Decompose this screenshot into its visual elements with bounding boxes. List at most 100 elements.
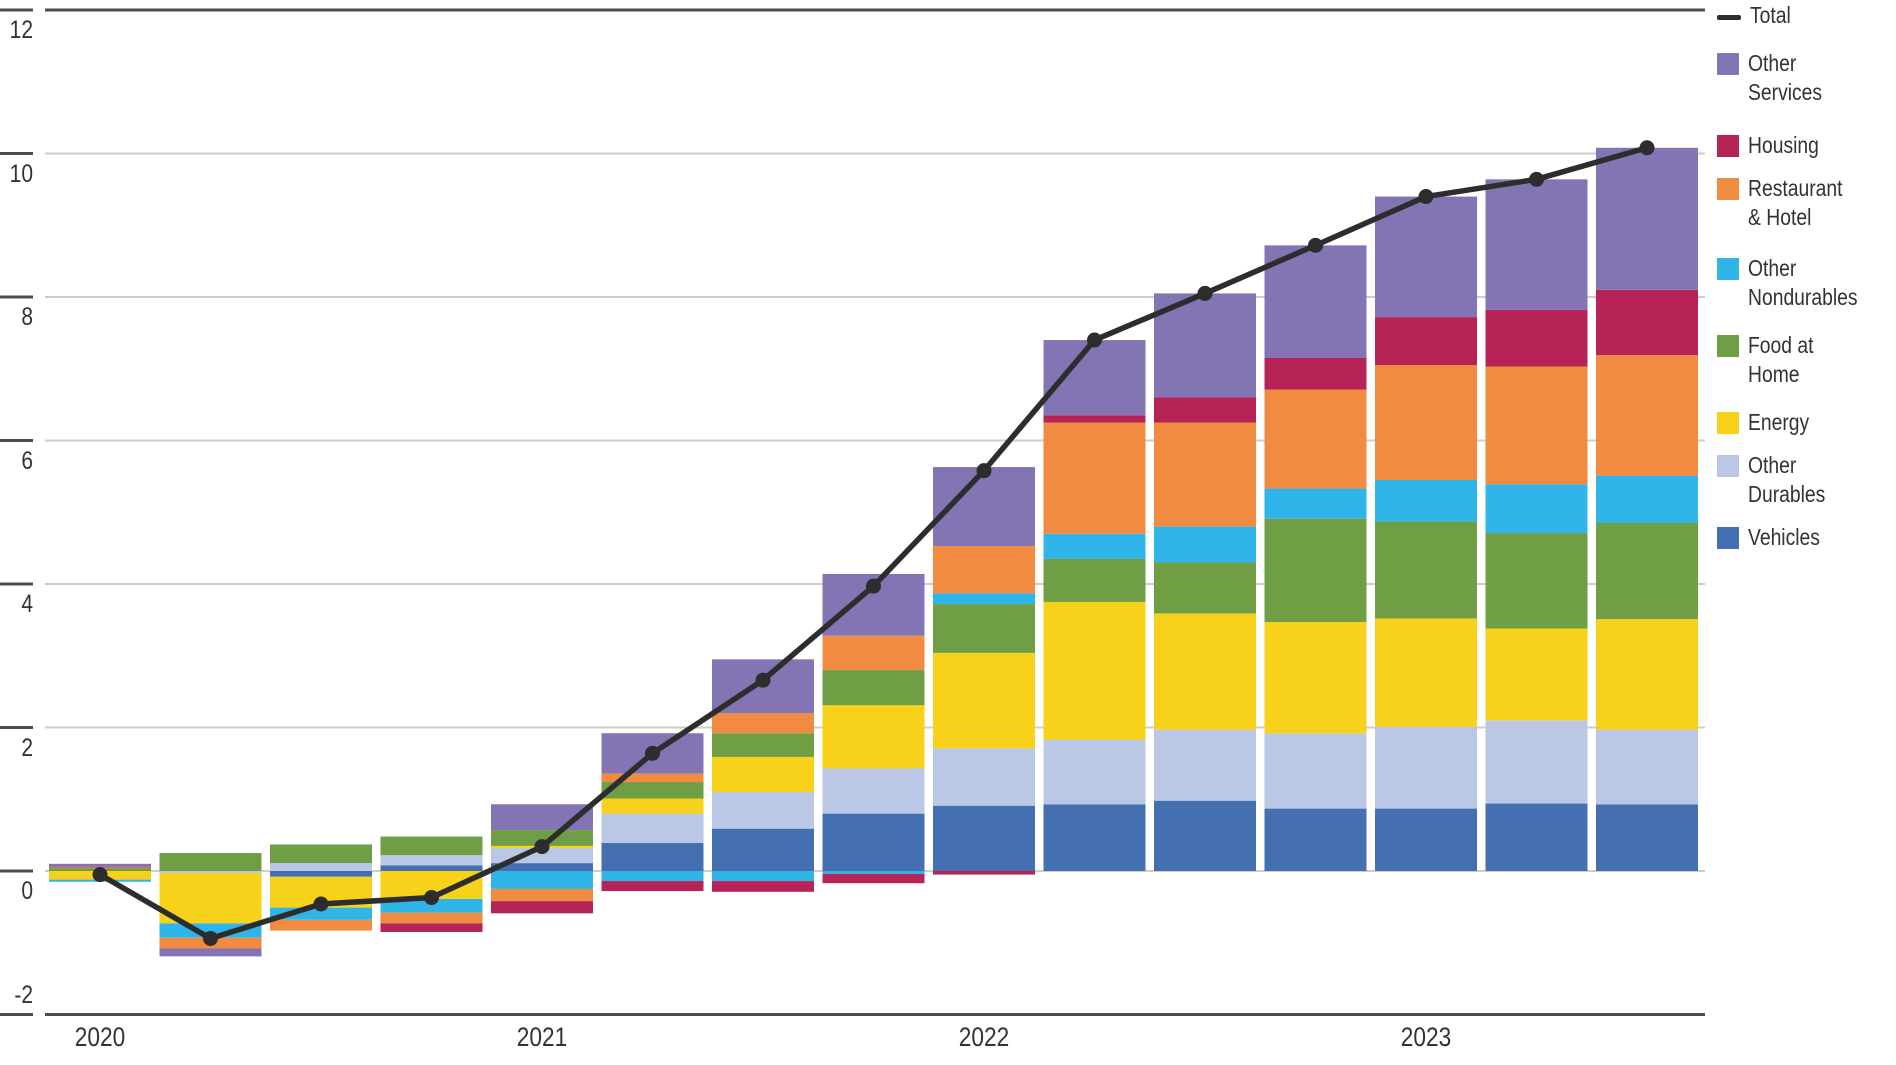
- bar-segment-food-at-home[interactable]: [712, 733, 814, 757]
- bar-segment-other-nondurables[interactable]: [1596, 475, 1698, 524]
- bar-segment-restaurant-hotel[interactable]: [822, 635, 925, 671]
- bar-segment-other-durables[interactable]: [1485, 720, 1588, 804]
- bar-segment-other-durables[interactable]: [159, 871, 262, 874]
- total-line-point[interactable]: [1197, 285, 1213, 301]
- bar-segment-vehicles[interactable]: [270, 871, 372, 877]
- legend-item-vehicles[interactable]: Vehicles: [1717, 524, 1834, 552]
- bar-segment-restaurant-hotel[interactable]: [933, 545, 1035, 594]
- bar-segment-vehicles[interactable]: [712, 828, 814, 871]
- total-line-point[interactable]: [92, 867, 108, 883]
- bar-segment-energy[interactable]: [822, 705, 925, 769]
- bar-segment-other-nondurables[interactable]: [1154, 526, 1256, 563]
- bar-segment-housing[interactable]: [1264, 357, 1367, 390]
- bar-segment-restaurant-hotel[interactable]: [270, 919, 372, 931]
- bar-segment-other-services[interactable]: [1154, 293, 1256, 398]
- bar-segment-restaurant-hotel[interactable]: [380, 912, 483, 924]
- bar-segment-other-nondurables[interactable]: [1264, 488, 1367, 519]
- bar-segment-energy[interactable]: [1154, 613, 1256, 730]
- total-line-point[interactable]: [755, 672, 771, 688]
- total-line-point[interactable]: [313, 896, 329, 912]
- bar-segment-other-nondurables[interactable]: [380, 898, 483, 913]
- bar-segment-restaurant-hotel[interactable]: [1596, 355, 1698, 476]
- bar-segment-vehicles[interactable]: [1154, 800, 1256, 871]
- bar-segment-food-at-home[interactable]: [601, 782, 704, 799]
- bar-segment-restaurant-hotel[interactable]: [601, 773, 704, 783]
- bar-segment-energy[interactable]: [712, 756, 814, 793]
- bar-segment-other-nondurables[interactable]: [159, 923, 262, 938]
- bar-segment-food-at-home[interactable]: [380, 836, 483, 856]
- bar-segment-food-at-home[interactable]: [1485, 533, 1588, 629]
- bar-segment-energy[interactable]: [933, 652, 1035, 749]
- bar-segment-housing[interactable]: [49, 866, 151, 868]
- bar-segment-housing[interactable]: [1154, 397, 1256, 423]
- bar-segment-housing[interactable]: [380, 923, 483, 932]
- bar-segment-other-durables[interactable]: [270, 863, 372, 871]
- total-line-point[interactable]: [866, 578, 881, 594]
- bar-segment-housing[interactable]: [1043, 415, 1146, 423]
- bar-segment-other-nondurables[interactable]: [712, 871, 814, 882]
- bar-segment-other-durables[interactable]: [1375, 726, 1477, 809]
- bar-segment-other-services[interactable]: [1485, 179, 1588, 310]
- bar-segment-restaurant-hotel[interactable]: [1375, 365, 1477, 480]
- bar-segment-vehicles[interactable]: [822, 813, 925, 871]
- bar-segment-other-services[interactable]: [1596, 147, 1698, 290]
- bar-segment-other-services[interactable]: [1375, 196, 1477, 318]
- bar-segment-vehicles[interactable]: [933, 805, 1035, 871]
- total-line-point[interactable]: [1418, 189, 1434, 205]
- bar-segment-restaurant-hotel[interactable]: [1154, 422, 1256, 527]
- bar-segment-energy[interactable]: [1596, 619, 1698, 730]
- bar-segment-food-at-home[interactable]: [491, 830, 593, 846]
- bar-segment-other-nondurables[interactable]: [933, 593, 1035, 605]
- bar-segment-restaurant-hotel[interactable]: [1264, 389, 1367, 489]
- bar-segment-food-at-home[interactable]: [270, 844, 372, 864]
- bar-segment-other-durables[interactable]: [601, 813, 704, 844]
- bar-segment-vehicles[interactable]: [1596, 804, 1698, 871]
- bar-segment-other-durables[interactable]: [1596, 729, 1698, 805]
- bar-segment-other-durables[interactable]: [1264, 733, 1367, 809]
- bar-segment-housing[interactable]: [491, 901, 593, 914]
- bar-segment-energy[interactable]: [1043, 601, 1146, 740]
- bar-segment-other-durables[interactable]: [822, 768, 925, 814]
- bar-segment-other-durables[interactable]: [1043, 739, 1146, 805]
- total-line-point[interactable]: [1087, 332, 1102, 348]
- legend-item-restaurant-hotel[interactable]: Restaurant & Hotel: [1717, 175, 1861, 232]
- bar-segment-other-services[interactable]: [1043, 340, 1146, 416]
- total-line-point[interactable]: [1529, 171, 1544, 187]
- bar-segment-energy[interactable]: [1485, 628, 1588, 721]
- bar-segment-other-durables[interactable]: [712, 792, 814, 829]
- bar-segment-food-at-home[interactable]: [159, 853, 262, 871]
- legend-item-food-at-home[interactable]: Food at Home: [1717, 332, 1826, 389]
- bar-segment-energy[interactable]: [159, 873, 262, 924]
- bar-segment-food-at-home[interactable]: [1154, 562, 1256, 614]
- bar-segment-other-services[interactable]: [1264, 245, 1367, 358]
- bar-segment-other-nondurables[interactable]: [822, 871, 925, 874]
- bar-segment-other-durables[interactable]: [1154, 729, 1256, 801]
- total-line-point[interactable]: [424, 890, 439, 906]
- legend-item-total[interactable]: Total: [1717, 2, 1799, 30]
- bar-segment-housing[interactable]: [933, 871, 1035, 875]
- bar-segment-food-at-home[interactable]: [822, 670, 925, 706]
- bar-segment-energy[interactable]: [1264, 622, 1367, 734]
- bar-segment-other-nondurables[interactable]: [491, 871, 593, 889]
- bar-segment-vehicles[interactable]: [1264, 808, 1367, 871]
- bar-segment-other-services[interactable]: [159, 948, 262, 957]
- bar-segment-restaurant-hotel[interactable]: [1043, 422, 1146, 534]
- bar-segment-housing[interactable]: [601, 881, 704, 892]
- bar-segment-energy[interactable]: [601, 798, 704, 814]
- bar-segment-other-nondurables[interactable]: [1043, 533, 1146, 559]
- bar-segment-housing[interactable]: [822, 873, 925, 884]
- bar-segment-other-durables[interactable]: [933, 748, 1035, 806]
- bar-segment-energy[interactable]: [1375, 618, 1477, 727]
- bar-segment-vehicles[interactable]: [1485, 803, 1588, 871]
- bar-segment-other-services[interactable]: [49, 863, 151, 867]
- bar-segment-other-nondurables[interactable]: [1375, 479, 1477, 522]
- bar-segment-housing[interactable]: [1375, 317, 1477, 366]
- bar-segment-food-at-home[interactable]: [933, 604, 1035, 653]
- bar-segment-food-at-home[interactable]: [1043, 558, 1146, 602]
- legend-item-energy[interactable]: Energy: [1717, 409, 1821, 437]
- legend-item-other-nondurables[interactable]: Other Nondurables: [1717, 255, 1878, 312]
- bar-segment-vehicles[interactable]: [1043, 804, 1146, 871]
- bar-segment-food-at-home[interactable]: [1375, 521, 1477, 619]
- bar-segment-other-nondurables[interactable]: [1485, 484, 1588, 534]
- bar-segment-housing[interactable]: [1485, 309, 1588, 367]
